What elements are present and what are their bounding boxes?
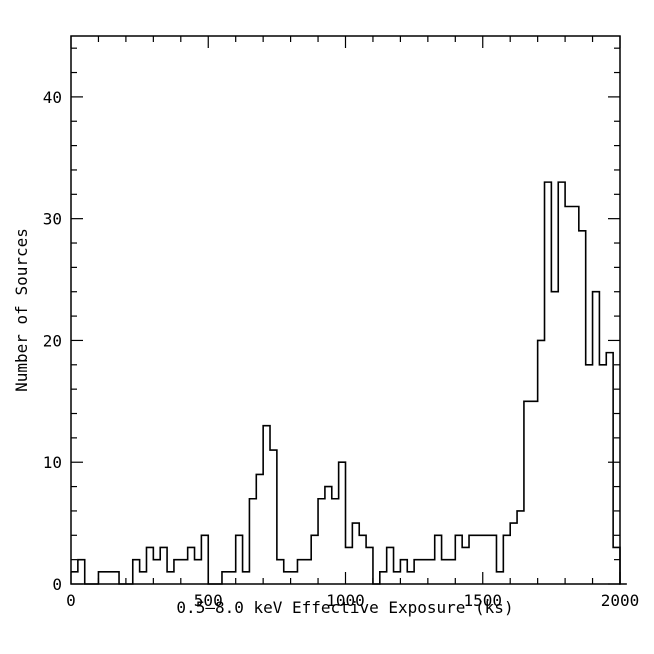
histogram-steps	[71, 181, 627, 585]
x-tick-label: 500	[194, 591, 223, 610]
y-tick-label: 0	[52, 575, 62, 594]
y-tick-label: 30	[43, 210, 62, 229]
y-tick-label: 10	[43, 453, 62, 472]
x-tick-label: 1000	[326, 591, 365, 610]
x-tick-label: 0	[66, 591, 76, 610]
y-axis-label: Number of Sources	[12, 228, 31, 392]
x-tick-label: 2000	[601, 591, 640, 610]
y-tick-label: 20	[43, 331, 62, 350]
y-tick-label: 40	[43, 88, 62, 107]
axis-ticks	[70, 36, 621, 585]
x-tick-label: 1500	[463, 591, 502, 610]
tick-labels: 0 500 1000 1500 2000 0 10 20 30 40	[43, 88, 640, 610]
x-axis-label: 0.5–8.0 keV Effective Exposure (ks)	[176, 598, 513, 617]
